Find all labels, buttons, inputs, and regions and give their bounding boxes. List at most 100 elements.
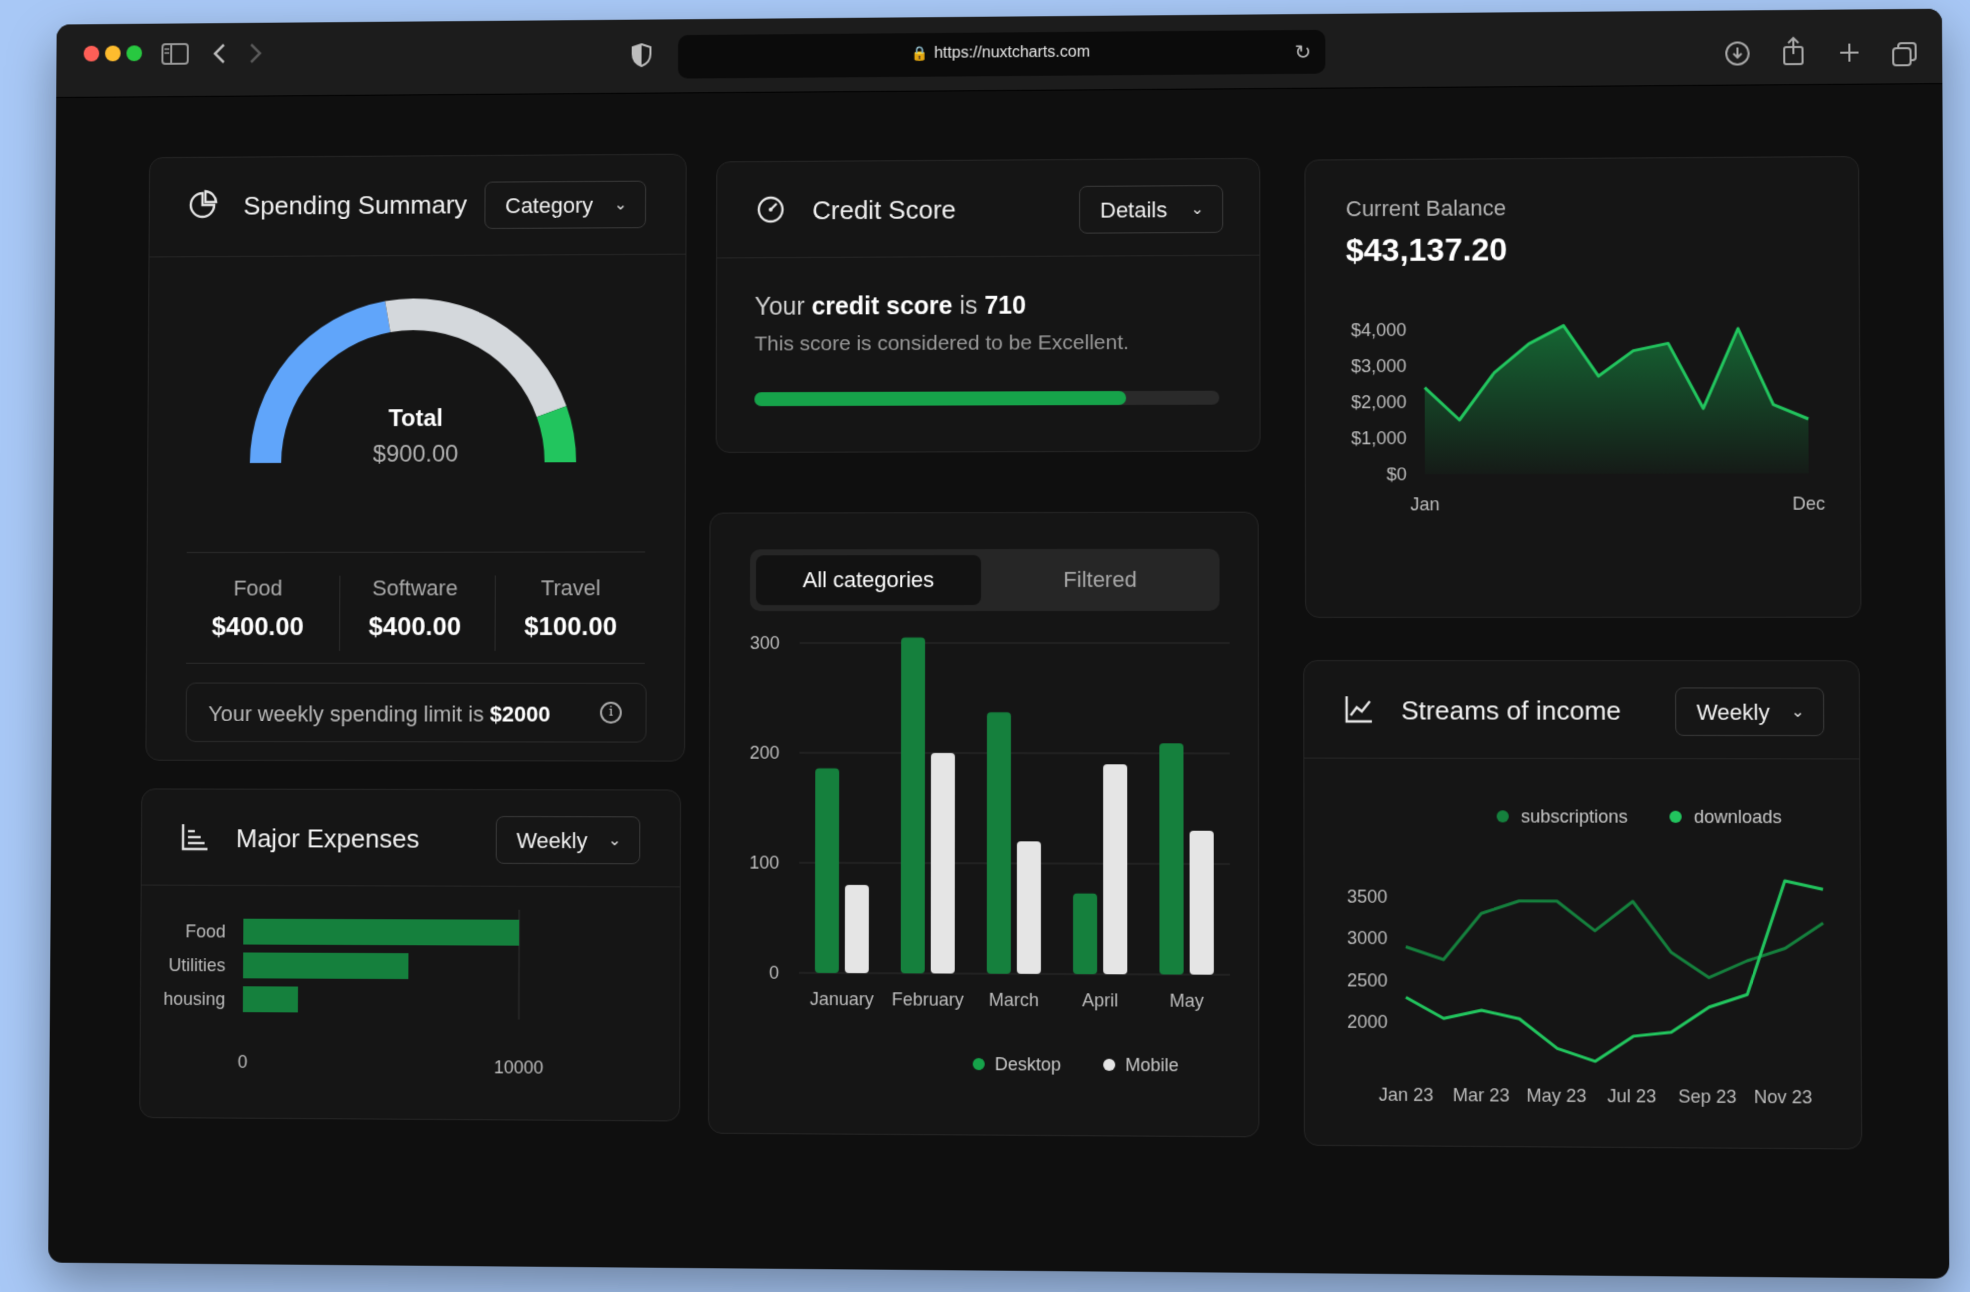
y-tick-label: $0 (1387, 464, 1407, 484)
back-arrow-icon[interactable] (212, 43, 228, 65)
major-expenses-title: Major Expenses (236, 823, 419, 854)
bar (845, 885, 869, 973)
y-tick-label: 3500 (1347, 886, 1388, 906)
legend-dot (973, 1058, 985, 1070)
gauge-icon (755, 194, 787, 226)
current-balance-card: Current Balance $43,137.20 $4,000 $3,000 $… (1304, 156, 1861, 618)
chevron-down-icon: ⌄ (1191, 186, 1204, 234)
legend-dot (1497, 810, 1509, 822)
y-tick-label: $4,000 (1351, 320, 1407, 340)
new-tab-icon[interactable] (1838, 42, 1861, 64)
forward-arrow-icon[interactable] (247, 42, 263, 64)
tab-overview-icon[interactable] (1891, 41, 1918, 67)
x-tick-label: February (892, 989, 964, 1010)
sidebar-toggle-icon[interactable] (161, 43, 188, 65)
stat-travel: Travel $100.00 (497, 575, 645, 642)
shield-icon[interactable] (632, 43, 652, 67)
stat-label: Food (184, 576, 331, 602)
streams-line-chart: subscriptions downloads3500300025002000Ja… (1304, 762, 1861, 1145)
x-tick-label: Jan (1410, 494, 1439, 514)
legend-dot (1669, 811, 1681, 823)
bar (1073, 893, 1097, 974)
credit-progress-fill (754, 391, 1126, 406)
x-tick-label: March (989, 990, 1039, 1011)
balance-area-chart: $4,000 $3,000 $2,000 $1,000 $0Jan Dec (1306, 308, 1861, 611)
x-tick-label: Mar 23 (1453, 1085, 1510, 1106)
credit-progress-track (754, 391, 1219, 406)
bar (1190, 831, 1214, 975)
bar (243, 952, 408, 979)
maximize-window-button[interactable] (126, 45, 142, 61)
series-line (1406, 901, 1824, 978)
x-tick-label: Dec (1792, 493, 1825, 513)
gauge-total-label: Total (148, 404, 685, 433)
spending-limit-text: Your weekly spending limit is $2000 (208, 701, 550, 727)
reload-icon[interactable]: ↻ (1294, 40, 1311, 65)
line-chart-icon (1343, 693, 1375, 725)
device-bar-chart: 3002001000January February March April MayDe… (709, 623, 1258, 1126)
expenses-period-dropdown[interactable]: Weekly ⌄ (496, 816, 641, 864)
y-tick-label: $1,000 (1351, 428, 1407, 448)
bar (815, 768, 839, 973)
major-expenses-header: Major Expenses Weekly ⌄ (142, 789, 680, 887)
spending-limit-box: Your weekly spending limit is $2000 i (186, 683, 647, 743)
category-dropdown[interactable]: Category ⌄ (484, 181, 646, 229)
legend-label: Mobile (1125, 1055, 1178, 1076)
details-dropdown-label: Details (1100, 197, 1167, 222)
category-dropdown-label: Category (505, 193, 593, 218)
chevron-down-icon: ⌄ (614, 182, 627, 230)
stat-label: Software (341, 575, 489, 601)
credit-text-bold: credit score (812, 292, 953, 320)
bar (1017, 841, 1041, 974)
streams-income-title: Streams of income (1401, 695, 1621, 726)
minimize-window-button[interactable] (105, 46, 121, 62)
major-expenses-chart: FoodUtilitieshousing0 10000 (140, 889, 680, 1117)
y-tick-label: 100 (749, 852, 779, 872)
address-bar[interactable]: 🔒 https://nuxtcharts.com ↻ (678, 30, 1325, 79)
info-icon[interactable]: i (600, 702, 622, 724)
legend-label: downloads (1694, 807, 1782, 828)
credit-score-title: Credit Score (812, 195, 956, 227)
balance-value: $43,137.20 (1346, 231, 1508, 269)
y-tick-label: 0 (769, 963, 779, 983)
gauge-total-value: $900.00 (148, 440, 685, 469)
x-tick-label: May (1170, 990, 1204, 1010)
share-icon[interactable] (1781, 36, 1806, 66)
x-tick-label: January (810, 989, 874, 1010)
x-tick-label: Jan 23 (1379, 1084, 1434, 1105)
balance-label: Current Balance (1346, 195, 1506, 222)
spending-summary-card: Spending Summary Category ⌄ Total $900.0… (145, 154, 686, 762)
category-tabs: All categories Filtered (750, 549, 1220, 611)
chevron-down-icon: ⌄ (1791, 689, 1805, 738)
credit-text-your: Your (755, 293, 812, 321)
tab-all-categories[interactable]: All categories (756, 555, 981, 605)
legend-label: subscriptions (1521, 806, 1628, 827)
bar (1103, 764, 1127, 974)
bar (1159, 743, 1183, 974)
x-tick-label: May 23 (1526, 1085, 1586, 1106)
browser-toolbar: 🔒 https://nuxtcharts.com ↻ (56, 9, 1942, 98)
bar-label: housing (163, 989, 225, 1009)
credit-text-is: is (953, 292, 985, 320)
divider (186, 663, 645, 664)
url-text: https://nuxtcharts.com (934, 44, 1090, 62)
download-icon[interactable] (1724, 40, 1751, 66)
income-period-dropdown[interactable]: Weekly ⌄ (1675, 687, 1824, 736)
x-tick-label: Nov 23 (1754, 1087, 1813, 1108)
y-tick-label: 2500 (1347, 970, 1388, 991)
bar-chart-icon (179, 821, 211, 853)
details-dropdown[interactable]: Details ⌄ (1079, 185, 1223, 234)
bar (243, 919, 519, 946)
credit-score-value: 710 (984, 292, 1026, 320)
pie-chart-icon (187, 189, 218, 221)
credit-score-card: Credit Score Details ⌄ Your credit score… (716, 158, 1261, 453)
income-period-label: Weekly (1697, 700, 1770, 725)
browser-window: 🔒 https://nuxtcharts.com ↻ (48, 9, 1949, 1279)
spending-limit-prefix: Your weekly spending limit is (208, 701, 490, 726)
tab-filtered[interactable]: Filtered (987, 555, 1213, 605)
stat-software: Software $400.00 (341, 575, 489, 642)
streams-income-header: Streams of income Weekly ⌄ (1304, 661, 1859, 759)
close-window-button[interactable] (84, 46, 100, 62)
bar-label: Utilities (169, 955, 226, 975)
stat-value: $400.00 (184, 611, 331, 642)
